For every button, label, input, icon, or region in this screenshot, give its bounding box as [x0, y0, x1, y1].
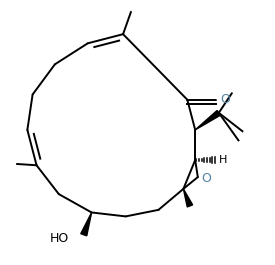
Text: H: H — [219, 155, 228, 165]
Text: O: O — [220, 93, 230, 106]
Polygon shape — [195, 111, 221, 130]
Polygon shape — [81, 213, 92, 236]
Text: HO: HO — [50, 232, 69, 245]
Polygon shape — [183, 189, 192, 207]
Text: O: O — [202, 172, 212, 185]
